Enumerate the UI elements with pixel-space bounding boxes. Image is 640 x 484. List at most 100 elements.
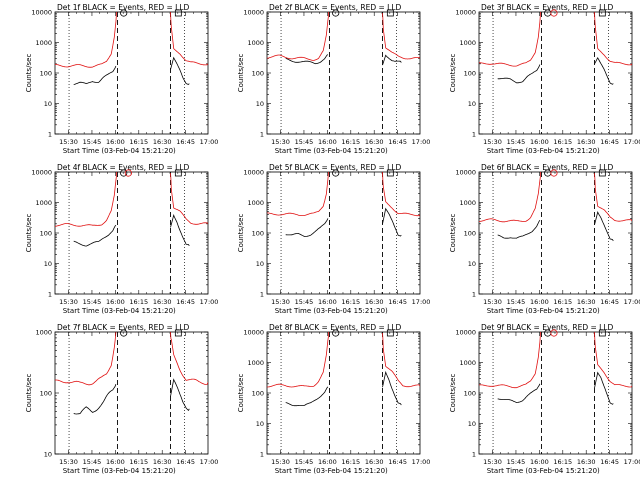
x-tick-label: 16:45 bbox=[600, 298, 619, 306]
series-events-line bbox=[382, 54, 402, 66]
axes-frame bbox=[54, 171, 209, 295]
series-events-line bbox=[73, 383, 117, 415]
y-tick-label: 10 bbox=[468, 420, 476, 428]
x-tick-label: 17:00 bbox=[200, 458, 219, 466]
series-events-line bbox=[285, 54, 329, 65]
x-tick-label: 17:00 bbox=[624, 138, 640, 146]
panel-7: Det 7f BLACK = Events, RED = LLD 10 100 100… bbox=[25, 323, 218, 475]
y-tick-label: 100 bbox=[252, 390, 264, 398]
x-tick-label: 16:15 bbox=[129, 458, 148, 466]
panel-title: Det 5f BLACK = Events, RED = LLD bbox=[269, 163, 402, 172]
x-tick-label: 16:30 bbox=[365, 458, 384, 466]
x-tick-label: 16:00 bbox=[530, 298, 549, 306]
panel-title: Det 2f BLACK = Events, RED = LLD bbox=[269, 3, 402, 12]
y-tick-label: 100 bbox=[252, 70, 264, 78]
x-tick-label: 16:45 bbox=[176, 138, 195, 146]
x-tick-label: 15:45 bbox=[295, 298, 314, 306]
y-tick-label: 1000 bbox=[35, 199, 52, 207]
series-lld-line bbox=[594, 332, 632, 388]
x-tick-label: 17:00 bbox=[200, 138, 219, 146]
axes-frame bbox=[54, 331, 209, 455]
x-tick-label: 17:00 bbox=[624, 458, 640, 466]
series-events-line bbox=[594, 371, 614, 405]
series-lld-line bbox=[170, 173, 208, 225]
y-tick-label: 10000 bbox=[243, 169, 264, 177]
x-tick-label: 15:45 bbox=[83, 138, 102, 146]
y-tick-label: 1 bbox=[260, 451, 264, 459]
panel-title: Det 3f BLACK = Events, RED = LLD bbox=[481, 3, 614, 12]
y-tick-label: 1000 bbox=[459, 199, 476, 207]
y-tick-label: 10000 bbox=[243, 9, 264, 17]
y-tick-label: 1000 bbox=[459, 39, 476, 47]
series-events-line bbox=[285, 386, 329, 407]
y-tick-label: 10 bbox=[44, 451, 52, 459]
x-axis-label: Start Time (03-Feb-04 15:21:20) bbox=[275, 147, 388, 155]
series-events-line bbox=[170, 56, 190, 85]
panel-title: Det 4f BLACK = Events, RED = LLD bbox=[57, 163, 190, 172]
y-tick-label: 100 bbox=[464, 70, 476, 78]
x-tick-label: 15:45 bbox=[295, 138, 314, 146]
y-tick-label: 100 bbox=[464, 390, 476, 398]
time-marker-square bbox=[174, 9, 182, 17]
y-tick-label: 1 bbox=[260, 131, 264, 139]
series-lld-line bbox=[267, 12, 330, 61]
x-tick-label: 15:45 bbox=[295, 458, 314, 466]
y-tick-label: 10000 bbox=[455, 169, 476, 177]
x-tick-label: 15:30 bbox=[59, 298, 78, 306]
series-events-line bbox=[497, 64, 541, 84]
series-lld-line bbox=[594, 12, 632, 66]
time-marker-square bbox=[386, 169, 394, 177]
x-tick-label: 17:00 bbox=[412, 458, 431, 466]
x-tick-label: 16:15 bbox=[553, 138, 572, 146]
panel-4: Det 4f BLACK = Events, RED = LLD 1 10 100 10… bbox=[25, 163, 218, 315]
axes-frame bbox=[266, 11, 421, 135]
x-tick-label: 17:00 bbox=[412, 138, 431, 146]
panel-title: Det 7f BLACK = Events, RED = LLD bbox=[57, 323, 190, 332]
y-tick-label: 1 bbox=[48, 131, 52, 139]
series-events-line bbox=[73, 65, 117, 85]
y-axis-label: Counts/sec bbox=[25, 214, 33, 253]
x-tick-label: 16:00 bbox=[318, 458, 337, 466]
x-tick-label: 16:15 bbox=[129, 298, 148, 306]
x-tick-label: 16:45 bbox=[600, 138, 619, 146]
x-tick-label: 16:45 bbox=[388, 138, 407, 146]
panel-title: Det 9f BLACK = Events, RED = LLD bbox=[481, 323, 614, 332]
x-tick-label: 15:45 bbox=[83, 458, 102, 466]
x-tick-label: 16:30 bbox=[365, 298, 384, 306]
y-tick-label: 1000 bbox=[247, 359, 264, 367]
y-axis-label: Counts/sec bbox=[237, 54, 245, 93]
y-tick-label: 100 bbox=[464, 230, 476, 238]
series-events-line bbox=[73, 224, 117, 247]
y-tick-label: 1000 bbox=[247, 39, 264, 47]
x-tick-label: 16:30 bbox=[153, 458, 172, 466]
time-marker-circle bbox=[332, 329, 340, 337]
x-axis-label: Start Time (03-Feb-04 15:21:20) bbox=[63, 147, 176, 155]
series-lld-line bbox=[382, 332, 420, 388]
series-events-line bbox=[170, 214, 190, 247]
axes-frame bbox=[478, 331, 633, 455]
x-tick-label: 16:30 bbox=[153, 138, 172, 146]
x-tick-label: 16:15 bbox=[553, 298, 572, 306]
series-lld-line bbox=[267, 172, 330, 217]
axes-frame bbox=[478, 11, 633, 135]
time-marker-circle bbox=[120, 329, 128, 337]
series-lld-line bbox=[55, 172, 118, 227]
time-marker-circle bbox=[120, 9, 128, 17]
series-lld-line bbox=[382, 13, 420, 60]
panel-6: Det 6f BLACK = Events, RED = LLD 1 10 100 10… bbox=[449, 163, 640, 315]
x-tick-label: 16:45 bbox=[388, 298, 407, 306]
time-marker-circle bbox=[332, 169, 340, 177]
time-marker-circle bbox=[550, 9, 558, 17]
axes-frame bbox=[266, 331, 421, 455]
x-tick-label: 16:30 bbox=[153, 298, 172, 306]
series-events-line bbox=[170, 378, 190, 412]
x-tick-label: 16:30 bbox=[577, 458, 596, 466]
x-tick-label: 16:00 bbox=[106, 298, 125, 306]
x-axis-label: Start Time (03-Feb-04 15:21:20) bbox=[275, 467, 388, 475]
y-axis-label: Counts/sec bbox=[449, 214, 457, 253]
x-tick-label: 15:45 bbox=[507, 458, 526, 466]
x-tick-label: 16:00 bbox=[318, 138, 337, 146]
y-tick-label: 10 bbox=[256, 100, 264, 108]
y-tick-label: 100 bbox=[40, 70, 52, 78]
x-tick-label: 16:00 bbox=[530, 138, 549, 146]
